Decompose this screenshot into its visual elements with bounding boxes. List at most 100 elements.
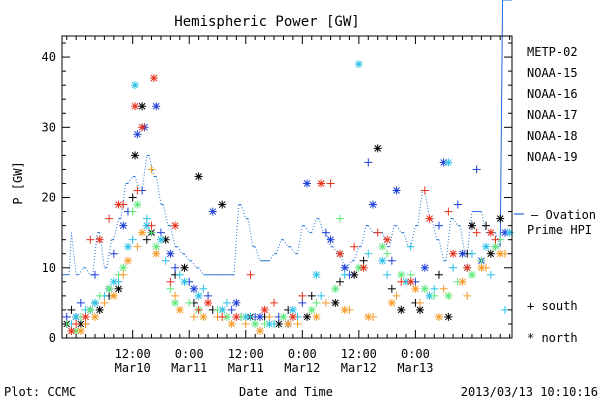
noaa-19-south-point: [72, 319, 81, 328]
chart-title: Hemispheric Power [GW]: [174, 14, 359, 30]
noaa-16-south-point: [364, 249, 373, 258]
ovation-hpi-segment: [184, 253, 190, 262]
noaa-17-north-point: [354, 263, 363, 272]
noaa-19-north-point: [449, 249, 458, 258]
noaa-19-south-point: [326, 179, 335, 188]
noaa-16-south-point: [222, 298, 231, 307]
ovation-hpi-segment: [339, 253, 346, 268]
noaa-17-north-point: [119, 263, 128, 272]
noaa-17-south-point: [147, 228, 156, 237]
noaa-16-south-point: [383, 270, 392, 279]
metp-02-north-point: [138, 102, 147, 111]
noaa-18-north-point: [284, 319, 293, 328]
y-tick-label: 0: [49, 331, 56, 345]
noaa-15-north-point: [340, 263, 349, 272]
y-tick-label: 20: [42, 191, 56, 205]
noaa-17-south-point: [336, 214, 345, 223]
noaa-19-south-point: [166, 277, 175, 286]
metp-02-north-point: [218, 200, 227, 209]
ovation-hpi-segment: [417, 190, 423, 226]
noaa-15-north-point: [152, 102, 161, 111]
noaa-19-north-point: [317, 179, 326, 188]
footer-x-axis-label: Date and Time: [239, 385, 333, 399]
noaa-16-south-point: [199, 284, 208, 293]
ovation-hpi-segment: [148, 155, 155, 177]
noaa-19-north-point: [81, 312, 90, 321]
noaa-15-north-point: [326, 235, 335, 244]
ovation-hpi-segment: [495, 232, 501, 247]
noaa-18-north-point: [496, 249, 505, 258]
noaa-16-north-point: [312, 270, 321, 279]
noaa-17-north-point: [307, 305, 316, 314]
noaa-19-north-point: [336, 249, 345, 258]
plot-frame: [61, 35, 513, 339]
noaa-15-north-point: [232, 298, 241, 307]
noaa-16-south-point: [175, 270, 184, 279]
noaa-18-north-point: [312, 312, 321, 321]
noaa-19-south-point: [444, 207, 453, 216]
noaa-17-south-point: [260, 319, 269, 328]
metp-02-north-point: [397, 305, 406, 314]
noaa-19-north-point: [425, 214, 434, 223]
ovation-hpi-segment: [290, 246, 296, 254]
noaa-19-south-point: [397, 277, 406, 286]
noaa-15-north-point: [166, 249, 175, 258]
noaa-18-south-point: [321, 298, 330, 307]
noaa-17-north-point: [420, 284, 429, 293]
ovation-hpi-segment: [388, 225, 395, 247]
noaa-19-south-point: [350, 242, 359, 251]
metp-02-north-point: [131, 151, 140, 160]
noaa-18-north-point: [411, 284, 420, 293]
noaa-19-north-point: [131, 102, 140, 111]
noaa-15-south-point: [227, 305, 236, 314]
x-tick-label-date: Mar11: [171, 361, 207, 375]
noaa-17-south-point: [383, 249, 392, 258]
x-tick-label-time: 12:00: [228, 347, 264, 361]
noaa-15-south-point: [90, 270, 99, 279]
ovation-hpi-segment: [499, 0, 504, 247]
metp-02-north-point: [95, 305, 104, 314]
ovation-hpi-segment: [346, 260, 353, 269]
noaa-19-north-point: [95, 235, 104, 244]
ovation-hpi-segment: [297, 225, 303, 254]
noaa-19-south-point: [194, 305, 203, 314]
noaa-18-south-point: [416, 298, 425, 307]
legend-item-noaa-16: NOAA-16: [527, 87, 578, 101]
noaa-15-south-point: [62, 312, 71, 321]
ovation-hpi-segment: [360, 225, 367, 247]
noaa-16-south-point: [467, 249, 476, 258]
noaa-17-south-point: [406, 270, 415, 279]
legend-south-label: + south: [527, 299, 578, 313]
ovation-hpi-segment: [155, 176, 162, 205]
noaa-18-north-point: [255, 326, 264, 335]
noaa-19-north-point: [383, 235, 392, 244]
noaa-18-north-point: [175, 305, 184, 314]
ovation-hpi-segment: [254, 246, 261, 261]
metp-02-south-point: [434, 270, 443, 279]
noaa-17-north-point: [279, 312, 288, 321]
noaa-17-south-point: [213, 305, 222, 314]
noaa-17-north-point: [86, 305, 95, 314]
noaa-19-north-point: [406, 277, 415, 286]
metp-02-north-point: [161, 235, 170, 244]
noaa-18-north-point: [109, 291, 118, 300]
noaa-17-south-point: [166, 284, 175, 293]
ovation-hpi-segment: [304, 225, 310, 233]
noaa-18-north-point: [364, 312, 373, 321]
noaa-16-north-point: [378, 256, 387, 265]
noaa-18-south-point: [81, 319, 90, 328]
ovation-hpi-segment: [191, 260, 197, 269]
noaa-15-south-point: [434, 221, 443, 230]
noaa-18-north-point: [387, 298, 396, 307]
noaa-16-north-point: [354, 60, 363, 69]
noaa-15-south-point: [364, 158, 373, 167]
ovation-hpi-segment: [268, 253, 275, 262]
noaa-16-south-point: [128, 235, 137, 244]
noaa-15-south-point: [76, 298, 85, 307]
metp-02-south-point: [482, 221, 491, 230]
noaa-18-south-point: [463, 291, 472, 300]
noaa-16-south-point: [406, 242, 415, 251]
noaa-19-north-point: [149, 74, 158, 83]
ovation-hpi-segment: [332, 246, 339, 254]
